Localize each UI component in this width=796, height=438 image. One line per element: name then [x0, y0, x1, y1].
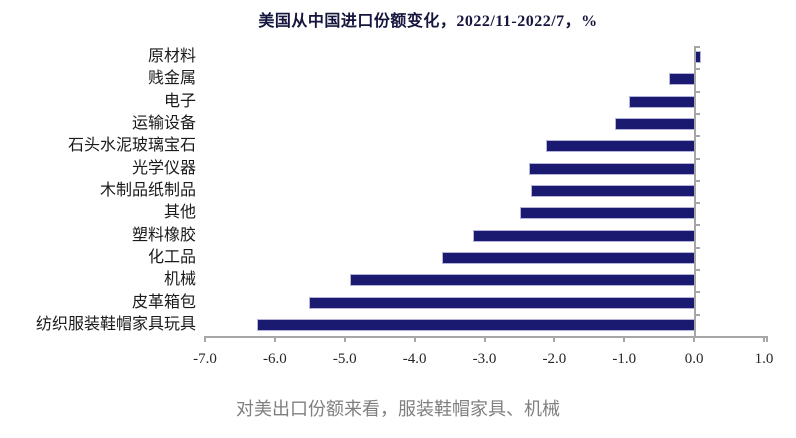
category-tick: [695, 291, 701, 294]
x-tick: [553, 336, 556, 342]
category-tick: [695, 224, 701, 227]
category-label: 皮革箱包: [131, 293, 196, 311]
x-tick-label: -3.0: [472, 351, 497, 367]
category-tick: [695, 246, 701, 249]
x-tick: [343, 336, 346, 342]
category-label: 石头水泥玻璃宝石: [67, 137, 196, 155]
bar: [545, 140, 697, 153]
category-tick: [695, 313, 701, 316]
bar: [629, 95, 697, 108]
category-tick: [695, 269, 701, 272]
x-tick: [693, 336, 696, 342]
x-tick-label: -7.0: [193, 351, 217, 367]
category-label: 塑料橡胶: [131, 226, 196, 244]
category-label: 其他: [163, 204, 196, 222]
category-label: 贱金属: [147, 70, 196, 88]
x-tick-label: -5.0: [332, 351, 357, 367]
category-label: 光学仪器: [131, 159, 196, 177]
x-tick-label: 0.0: [684, 351, 704, 367]
category-tick: [695, 46, 701, 48]
category-label: 电子: [163, 92, 196, 110]
bar: [615, 118, 697, 131]
x-tick: [623, 336, 626, 342]
x-tick: [204, 336, 206, 342]
category-tick: [695, 135, 701, 138]
category-tick: [695, 202, 701, 205]
bar: [695, 51, 701, 64]
chart-title: 美国从中国进口份额变化，2022/11-2022/7，%: [258, 13, 598, 30]
x-tick: [273, 336, 276, 342]
category-label: 纺织服装鞋帽家具玩具: [35, 315, 196, 333]
caption-text: 对美出口份额来看，服装鞋帽家具、机械: [236, 399, 560, 419]
bar: [309, 296, 697, 309]
bar: [529, 162, 697, 175]
category-label: 机械: [163, 271, 196, 289]
bar: [520, 207, 697, 220]
x-tick: [483, 336, 486, 342]
category-label: 原材料: [147, 48, 196, 66]
category-tick: [695, 68, 701, 71]
bar: [350, 274, 697, 287]
category-tick: [695, 90, 701, 93]
x-tick: [763, 336, 765, 342]
category-label: 运输设备: [131, 115, 196, 133]
x-axis-end-tick: [766, 336, 768, 342]
bar: [256, 318, 697, 331]
category-tick: [695, 179, 701, 182]
bar: [530, 185, 697, 197]
x-tick-label: 1.0: [754, 351, 774, 367]
category-tick: [695, 157, 701, 160]
bar: [441, 251, 697, 264]
category-label: 木制品纸制品: [99, 182, 196, 199]
category-tick: [695, 112, 701, 115]
category-label: 化工品: [147, 248, 196, 266]
x-axis: [205, 336, 768, 338]
bar: [473, 229, 697, 242]
x-tick-label: -6.0: [263, 351, 287, 367]
x-tick-label: -2.0: [542, 351, 567, 367]
y-axis: [693, 46, 696, 336]
bar: [668, 73, 697, 86]
x-tick: [413, 336, 416, 342]
x-tick-label: -4.0: [402, 351, 427, 367]
x-tick-label: -1.0: [612, 351, 637, 367]
